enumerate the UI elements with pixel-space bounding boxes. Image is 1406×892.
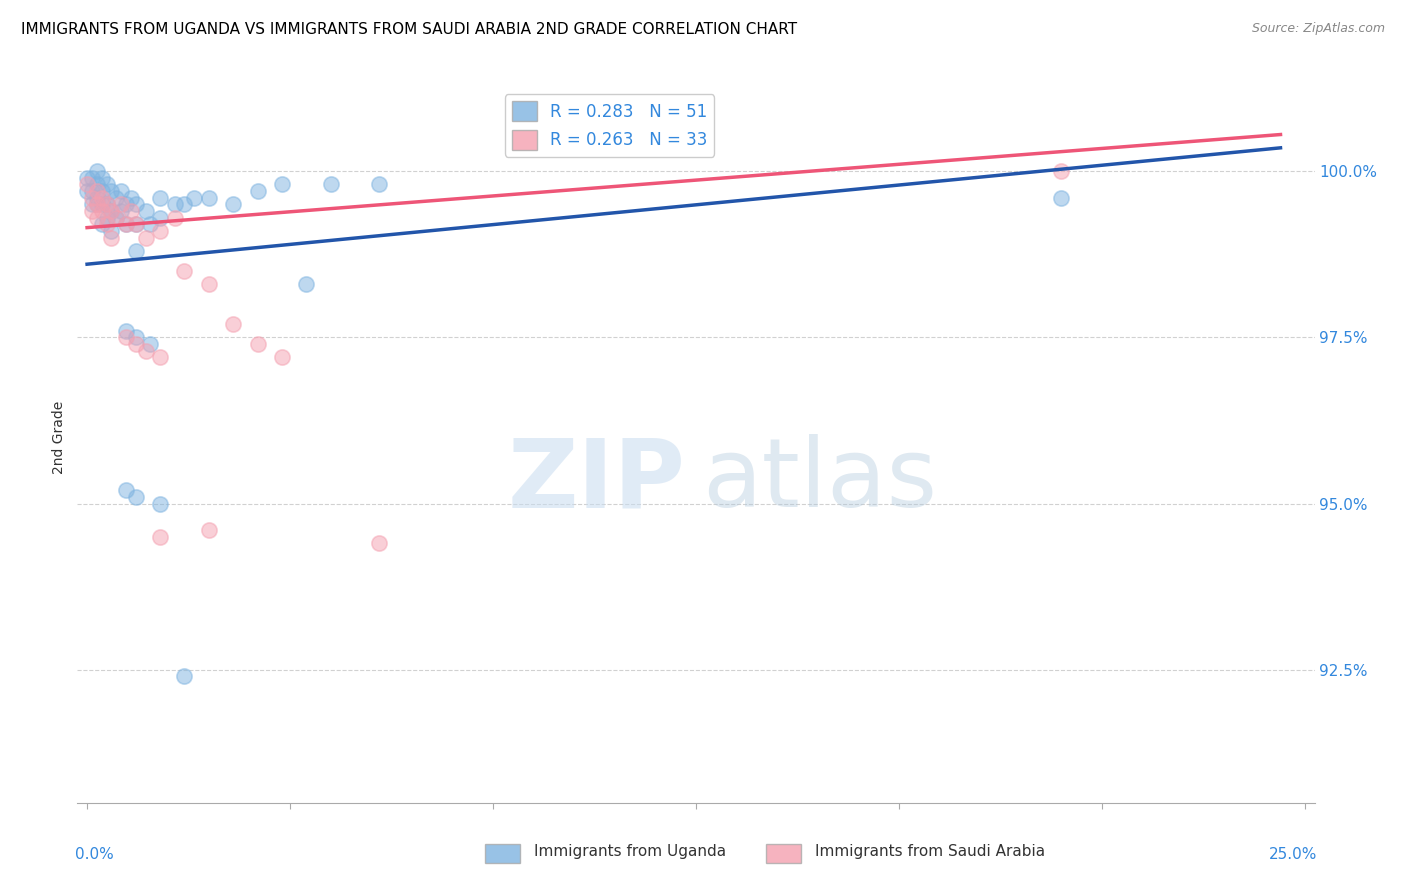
Text: atlas: atlas — [702, 434, 938, 527]
Point — [110, 197, 132, 211]
Point — [86, 211, 108, 225]
Point — [90, 217, 112, 231]
Point — [139, 217, 162, 231]
Point — [100, 230, 122, 244]
Point — [96, 178, 118, 192]
Point — [86, 184, 108, 198]
Point — [86, 197, 108, 211]
Point — [173, 264, 195, 278]
Text: 0.0%: 0.0% — [75, 847, 114, 862]
Point — [149, 351, 172, 365]
Point — [76, 170, 98, 185]
Point — [135, 343, 157, 358]
Point — [271, 178, 294, 192]
Point — [80, 191, 103, 205]
Point — [149, 530, 172, 544]
Legend: R = 0.283   N = 51, R = 0.263   N = 33: R = 0.283 N = 51, R = 0.263 N = 33 — [505, 95, 714, 157]
Point — [96, 211, 118, 225]
Point — [368, 178, 391, 192]
Point — [110, 184, 132, 198]
Point — [149, 497, 172, 511]
Point — [149, 211, 172, 225]
Point — [149, 224, 172, 238]
Point — [125, 217, 148, 231]
Y-axis label: 2nd Grade: 2nd Grade — [52, 401, 66, 474]
Text: 25.0%: 25.0% — [1268, 847, 1317, 862]
Point — [115, 217, 138, 231]
Point — [100, 224, 122, 238]
Point — [125, 244, 148, 258]
Point — [110, 204, 132, 219]
Point — [125, 330, 148, 344]
Point — [163, 197, 186, 211]
Point — [135, 230, 157, 244]
Point — [86, 197, 108, 211]
Text: Immigrants from Saudi Arabia: Immigrants from Saudi Arabia — [815, 845, 1046, 859]
Point — [105, 211, 128, 225]
Point — [76, 184, 98, 198]
Text: ZIP: ZIP — [508, 434, 686, 527]
Point — [76, 178, 98, 192]
Point — [115, 483, 138, 498]
Point — [125, 337, 148, 351]
Point — [246, 184, 269, 198]
Point — [96, 217, 118, 231]
Text: IMMIGRANTS FROM UGANDA VS IMMIGRANTS FROM SAUDI ARABIA 2ND GRADE CORRELATION CHA: IMMIGRANTS FROM UGANDA VS IMMIGRANTS FRO… — [21, 22, 797, 37]
Point — [120, 191, 142, 205]
Point — [173, 197, 195, 211]
Point — [246, 337, 269, 351]
Point — [115, 217, 138, 231]
Point — [183, 191, 205, 205]
Point — [139, 337, 162, 351]
Point — [173, 669, 195, 683]
Point — [120, 204, 142, 219]
Point — [1050, 191, 1073, 205]
Point — [90, 204, 112, 219]
Point — [125, 217, 148, 231]
Point — [80, 204, 103, 219]
Point — [198, 277, 221, 292]
Point — [96, 197, 118, 211]
Point — [271, 351, 294, 365]
Point — [100, 204, 122, 219]
Point — [125, 490, 148, 504]
Point — [125, 197, 148, 211]
Point — [135, 204, 157, 219]
Point — [105, 211, 128, 225]
Point — [1050, 164, 1073, 178]
Point — [90, 170, 112, 185]
Point — [96, 197, 118, 211]
Point — [100, 184, 122, 198]
Point — [80, 197, 103, 211]
Point — [222, 317, 245, 331]
Point — [115, 330, 138, 344]
Point — [115, 197, 138, 211]
Point — [80, 170, 103, 185]
Point — [319, 178, 342, 192]
Point — [100, 204, 122, 219]
Point — [149, 191, 172, 205]
Point — [90, 197, 112, 211]
Point — [90, 184, 112, 198]
Point — [86, 164, 108, 178]
Point — [115, 324, 138, 338]
Point — [86, 191, 108, 205]
Point — [105, 191, 128, 205]
Point — [198, 191, 221, 205]
Point — [163, 211, 186, 225]
Point — [295, 277, 318, 292]
Point — [90, 191, 112, 205]
Text: Immigrants from Uganda: Immigrants from Uganda — [534, 845, 727, 859]
Point — [80, 184, 103, 198]
Point — [198, 523, 221, 537]
Point — [368, 536, 391, 550]
Point — [86, 178, 108, 192]
Point — [222, 197, 245, 211]
Text: Source: ZipAtlas.com: Source: ZipAtlas.com — [1251, 22, 1385, 36]
